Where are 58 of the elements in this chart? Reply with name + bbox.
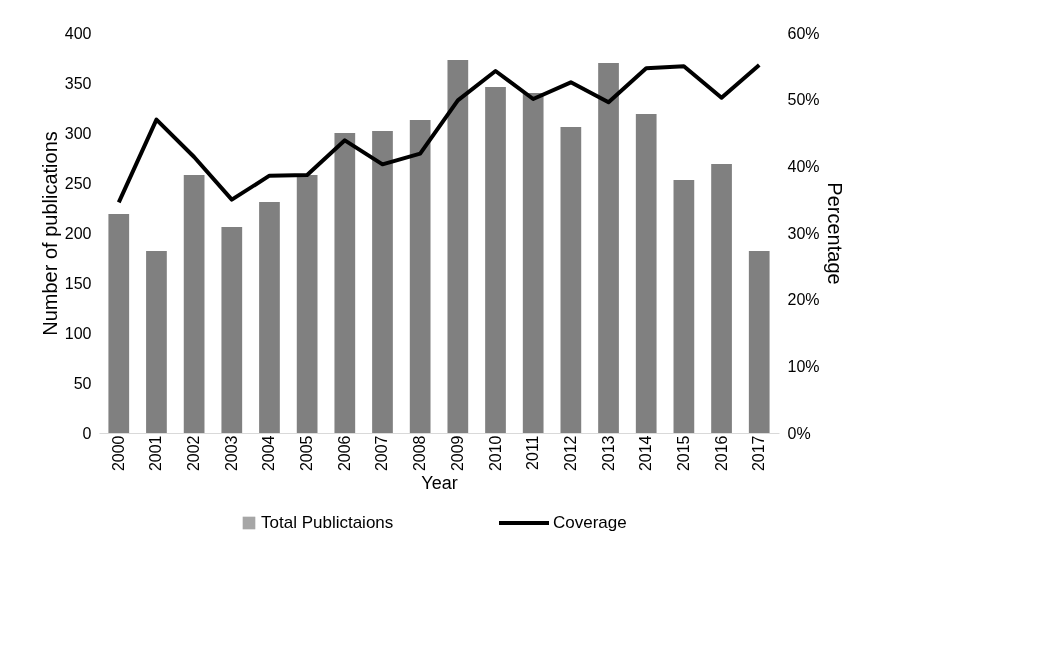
- y-tick-label: 300: [64, 124, 92, 142]
- bar: [447, 60, 469, 433]
- bar: [146, 251, 167, 433]
- y-tick-label: 0: [82, 424, 92, 442]
- x-tick-label: 2004: [260, 435, 278, 472]
- y2-tick-label: 30%: [787, 224, 820, 242]
- y-tick-label: 400: [64, 24, 92, 42]
- x-tick-label: 2011: [524, 435, 542, 470]
- y-tick-label: 250: [64, 174, 92, 192]
- x-axis-title: Year: [421, 473, 458, 494]
- y2-tick-label: 60%: [787, 24, 820, 42]
- y2-tick-label: 50%: [787, 91, 820, 109]
- bar: [522, 93, 544, 433]
- x-tick-label: 2016: [712, 435, 730, 472]
- y-tick-label: 350: [64, 74, 92, 92]
- line-series: [116, 63, 762, 205]
- x-tick-label: 2013: [599, 435, 617, 472]
- bar: [635, 114, 657, 433]
- y2-tick-label: 10%: [787, 357, 820, 375]
- bar: [409, 120, 431, 433]
- x-tick-label: 2000: [109, 435, 127, 472]
- bar: [598, 63, 619, 433]
- x-tick-label: 2017: [750, 435, 768, 472]
- bar: [259, 202, 280, 433]
- x-tick-label: 2015: [674, 435, 692, 472]
- bar: [711, 164, 732, 433]
- legend-label: Total Publictaions: [261, 513, 394, 532]
- bar: [183, 175, 205, 433]
- y-tick-label: 50: [73, 374, 92, 392]
- y-tick-label: 150: [64, 274, 92, 292]
- y2-tick-label: 0%: [787, 424, 811, 442]
- bar: [372, 131, 393, 433]
- bar: [108, 214, 130, 433]
- bar: [334, 133, 356, 433]
- y2-tick-label: 40%: [787, 157, 820, 175]
- x-tick-label: 2001: [147, 435, 165, 472]
- x-tick-label: 2005: [298, 435, 316, 472]
- x-tick-label: 2002: [185, 435, 203, 472]
- bar: [673, 180, 695, 433]
- bar: [748, 251, 770, 433]
- x-tick-label: 2006: [335, 435, 353, 472]
- x-tick-label: 2009: [448, 435, 466, 472]
- legend-label: Coverage: [553, 513, 627, 532]
- x-tick-label: 2008: [411, 435, 429, 472]
- y2-tick-label: 20%: [787, 291, 820, 309]
- x-tick-label: 2003: [222, 435, 240, 472]
- bar: [296, 175, 318, 433]
- x-tick-label: 2010: [486, 435, 504, 472]
- bar: [221, 227, 243, 433]
- y2-axis-title: Percentage: [823, 182, 846, 285]
- y-axis-title: Number of publications: [38, 131, 61, 336]
- y-tick-label: 100: [64, 324, 92, 342]
- y-tick-label: 200: [64, 224, 92, 242]
- bar: [485, 87, 506, 433]
- x-tick-label: 2014: [637, 435, 655, 472]
- bar: [560, 127, 582, 433]
- x-tick-label: 2012: [561, 435, 579, 472]
- x-tick-label: 2007: [373, 435, 391, 472]
